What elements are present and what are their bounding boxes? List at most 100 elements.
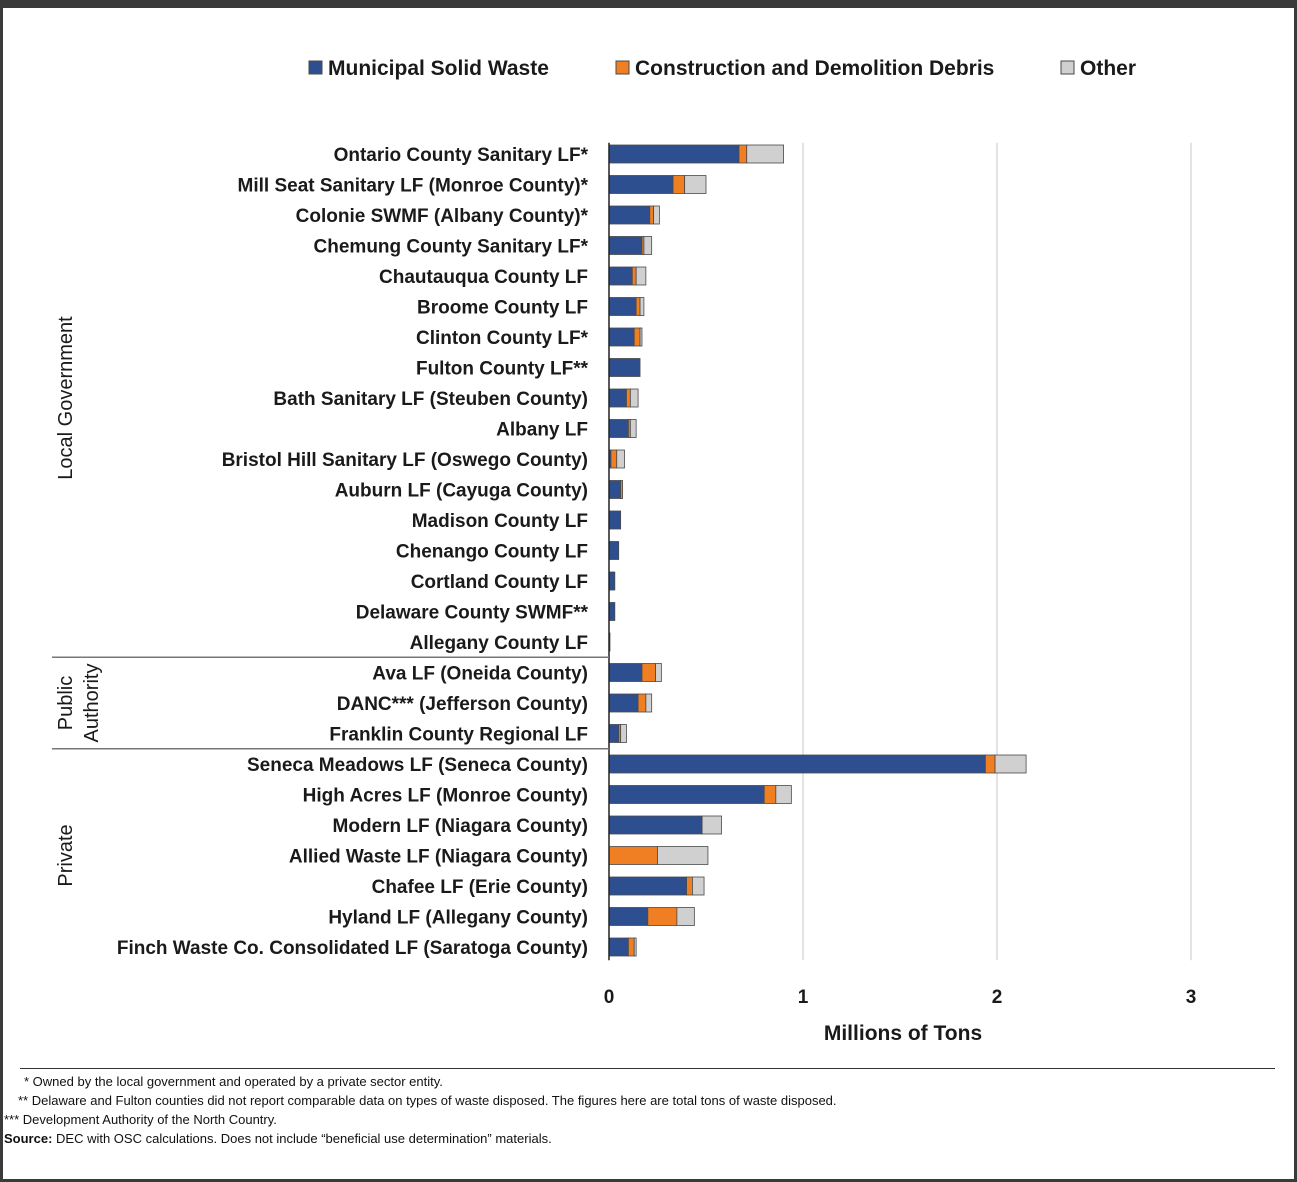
source-label: Source: bbox=[4, 1131, 53, 1146]
bar-segment bbox=[608, 663, 643, 682]
bar-segment bbox=[701, 815, 722, 835]
x-axis-title: Millions of Tons bbox=[824, 1022, 982, 1045]
category-label: Auburn LF (Cayuga County) bbox=[335, 481, 588, 502]
bar-segment bbox=[643, 236, 653, 255]
bar-segment bbox=[608, 541, 620, 560]
footnote-danc: *** Development Authority of the North C… bbox=[4, 1112, 277, 1127]
bar-segment bbox=[608, 815, 703, 835]
category-label: High Acres LF (Monroe County) bbox=[303, 786, 588, 807]
bar-segment bbox=[608, 419, 629, 438]
category-label: Seneca Meadows LF (Seneca County) bbox=[247, 755, 588, 776]
bar-segment bbox=[645, 693, 653, 713]
x-tick-label: 3 bbox=[1186, 987, 1197, 1008]
category-label: Ontario County Sanitary LF* bbox=[334, 145, 589, 166]
bar-segment bbox=[763, 785, 777, 804]
category-label: Madison County LF bbox=[412, 511, 588, 532]
category-label: Colonie SWMF (Albany County)* bbox=[296, 206, 589, 227]
bar-segment bbox=[628, 937, 635, 957]
category-label: Broome County LF bbox=[417, 298, 588, 319]
bar-segment bbox=[608, 175, 674, 194]
category-label: Fulton County LF** bbox=[416, 359, 589, 380]
x-tick-label: 0 bbox=[604, 987, 615, 1008]
x-tick-label: 1 bbox=[798, 987, 809, 1008]
bar-segment bbox=[692, 876, 705, 896]
group-label: Local Government bbox=[55, 316, 77, 480]
category-label: Chenango County LF bbox=[396, 542, 588, 563]
category-label: Allied Waste LF (Niagara County) bbox=[289, 847, 588, 868]
category-label: Delaware County SWMF** bbox=[356, 603, 589, 624]
category-label: Bristol Hill Sanitary LF (Oswego County) bbox=[222, 450, 588, 471]
bar-segment bbox=[676, 907, 695, 926]
bar-segment bbox=[629, 388, 639, 408]
footnote-divider bbox=[20, 1068, 1275, 1069]
category-label: Cortland County LF bbox=[411, 572, 588, 593]
category-label: Ava LF (Oneida County) bbox=[372, 664, 588, 685]
bar-segment bbox=[608, 907, 649, 926]
category-label: Allegany County LF bbox=[410, 633, 588, 654]
category-label: Modern LF (Niagara County) bbox=[333, 816, 588, 837]
bar-segment bbox=[649, 205, 655, 225]
bar-segment bbox=[639, 297, 645, 316]
group-label-part: Authority bbox=[81, 664, 103, 743]
legend-label: Construction and Demolition Debris bbox=[635, 57, 994, 80]
footnote-owned: * Owned by the local government and oper… bbox=[24, 1074, 443, 1089]
category-label: Chafee LF (Erie County) bbox=[372, 877, 588, 898]
bar-segment bbox=[655, 663, 662, 682]
stacked-bar-chart: Ontario County Sanitary LF* Mill Seat San… bbox=[52, 57, 1197, 1045]
bar-segment bbox=[608, 724, 620, 743]
bar-segment bbox=[608, 937, 629, 957]
category-label: DANC*** (Jefferson County) bbox=[337, 694, 588, 715]
bar-segment bbox=[984, 754, 996, 774]
category-label: Clinton County LF* bbox=[416, 328, 589, 349]
bar-segment bbox=[629, 419, 637, 438]
footnote-source: Source: DEC with OSC calculations. Does … bbox=[4, 1131, 552, 1146]
bar-segment bbox=[686, 876, 693, 896]
bar-segment bbox=[635, 297, 641, 316]
bar-segment bbox=[608, 785, 765, 804]
bar-segment bbox=[631, 266, 637, 286]
footnote-delaware-fulton: ** Delaware and Fulton counties did not … bbox=[18, 1093, 837, 1108]
bar-segment bbox=[653, 205, 660, 225]
group-label: Private bbox=[55, 824, 77, 886]
bar-segment bbox=[639, 327, 643, 347]
bar-segment bbox=[746, 144, 784, 164]
legend-label: Municipal Solid Waste bbox=[328, 57, 549, 80]
bar-segment bbox=[626, 388, 631, 408]
bar-segment bbox=[635, 266, 647, 286]
bar-segment bbox=[637, 693, 647, 713]
category-label: Albany LF bbox=[496, 420, 588, 441]
bar-segment bbox=[672, 175, 686, 194]
category-label: Franklin County Regional LF bbox=[329, 725, 588, 746]
bar-segment bbox=[608, 602, 616, 621]
legend-swatch bbox=[615, 60, 630, 75]
legend-label: Other bbox=[1080, 57, 1136, 80]
bar-segment bbox=[608, 144, 740, 164]
legend-swatch bbox=[308, 60, 323, 75]
bar-segment bbox=[608, 510, 622, 530]
source-text: DEC with OSC calculations. Does not incl… bbox=[52, 1131, 552, 1146]
bar-segment bbox=[608, 327, 635, 347]
bar-segment bbox=[657, 846, 709, 865]
bar-segment bbox=[608, 571, 616, 591]
bar-segment bbox=[608, 693, 639, 713]
bar-segment bbox=[647, 907, 678, 926]
category-label: Chemung County Sanitary LF* bbox=[314, 237, 589, 258]
bar-segment bbox=[608, 480, 622, 499]
bar-segment bbox=[633, 937, 637, 957]
bar-segment bbox=[610, 449, 618, 469]
bar-segment bbox=[608, 205, 651, 225]
bar-segment bbox=[620, 724, 627, 743]
bar-segment bbox=[608, 876, 687, 896]
category-label: Chautauqua County LF bbox=[379, 267, 588, 288]
bar-segment bbox=[616, 449, 625, 469]
bar-segment bbox=[641, 663, 656, 682]
bar-segment bbox=[994, 754, 1027, 774]
bar-segment bbox=[608, 846, 658, 865]
category-label: Hyland LF (Allegany County) bbox=[328, 908, 588, 929]
category-label: Bath Sanitary LF (Steuben County) bbox=[273, 389, 588, 410]
bar-segment bbox=[608, 754, 986, 774]
bar-segment bbox=[684, 175, 707, 194]
legend-swatch bbox=[1060, 60, 1075, 75]
bar-segment bbox=[608, 236, 643, 255]
